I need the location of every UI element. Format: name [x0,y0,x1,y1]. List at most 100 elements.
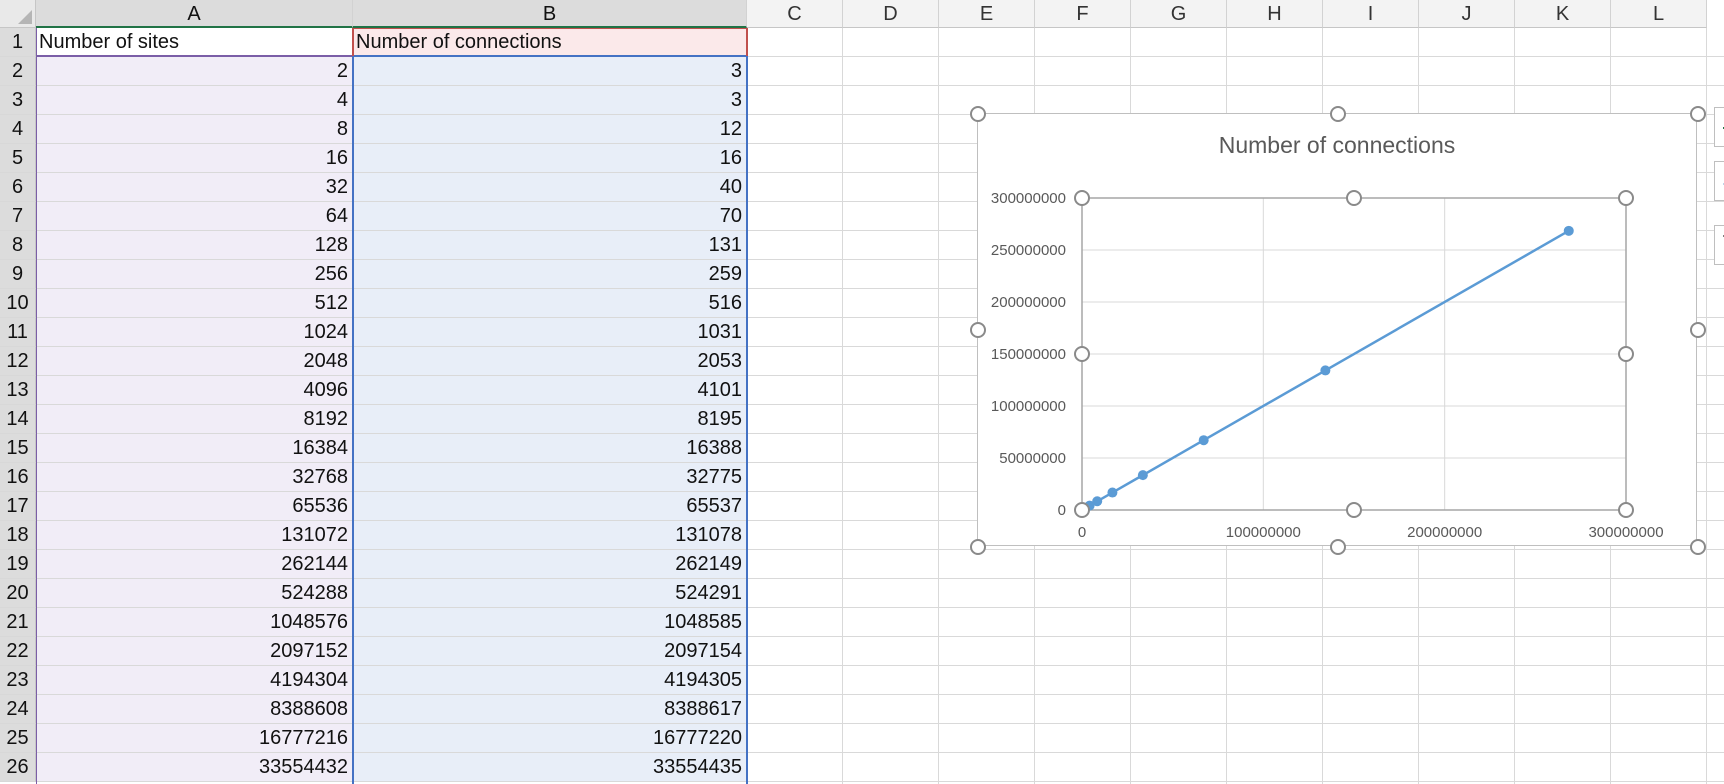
cell-b24[interactable]: 8388617 [353,695,746,724]
cell-a2[interactable]: 2 [36,57,353,86]
cell-a26[interactable]: 33554432 [36,753,353,782]
row-header-23[interactable]: 23 [0,666,36,695]
row-header-22[interactable]: 22 [0,637,36,666]
cell-a7[interactable]: 64 [36,202,353,231]
cell-b16[interactable]: 32775 [353,463,746,492]
row-header-3[interactable]: 3 [0,86,36,115]
row-header-12[interactable]: 12 [0,347,36,376]
row-header-14[interactable]: 14 [0,405,36,434]
row-header-4[interactable]: 4 [0,115,36,144]
row-header-21[interactable]: 21 [0,608,36,637]
cell-b4[interactable]: 12 [353,115,746,144]
cell-b25[interactable]: 16777220 [353,724,746,753]
cell-a22[interactable]: 2097152 [36,637,353,666]
row-header-24[interactable]: 24 [0,695,36,724]
column-header-k[interactable]: K [1515,0,1611,28]
cell-a5[interactable]: 16 [36,144,353,173]
row-header-10[interactable]: 10 [0,289,36,318]
cell-a4[interactable]: 8 [36,115,353,144]
column-header-e[interactable]: E [939,0,1035,28]
column-header-g[interactable]: G [1131,0,1227,28]
cell-b6[interactable]: 40 [353,173,746,202]
row-header-26[interactable]: 26 [0,753,36,782]
series-point [1137,470,1148,481]
select-all-corner[interactable] [0,0,36,28]
row-header-20[interactable]: 20 [0,579,36,608]
row-header-16[interactable]: 16 [0,463,36,492]
column-header-a[interactable]: A [36,0,353,28]
cell-a14[interactable]: 8192 [36,405,353,434]
cell-b3[interactable]: 3 [353,86,746,115]
cell-a12[interactable]: 2048 [36,347,353,376]
row-header-2[interactable]: 2 [0,57,36,86]
cell-b5[interactable]: 16 [353,144,746,173]
cell-a1[interactable]: Number of sites [36,28,353,57]
row-header-19[interactable]: 19 [0,550,36,579]
row-header-15[interactable]: 15 [0,434,36,463]
cell-a23[interactable]: 4194304 [36,666,353,695]
column-header-b[interactable]: B [353,0,747,28]
column-header-c[interactable]: C [747,0,843,28]
cell-a3[interactable]: 4 [36,86,353,115]
cell-a9[interactable]: 256 [36,260,353,289]
cell-b20[interactable]: 524291 [353,579,746,608]
cell-a21[interactable]: 1048576 [36,608,353,637]
cell-a6[interactable]: 32 [36,173,353,202]
chart[interactable]: Number of connections 0 50000000 100000000… [970,106,1706,555]
cell-b2[interactable]: 3 [353,57,746,86]
cell-b21[interactable]: 1048585 [353,608,746,637]
chart-title[interactable]: Number of connections [1218,132,1456,158]
cell-b13[interactable]: 4101 [353,376,746,405]
cell-b17[interactable]: 65537 [353,492,746,521]
cell-a13[interactable]: 4096 [36,376,353,405]
row-header-8[interactable]: 8 [0,231,36,260]
cell-a19[interactable]: 262144 [36,550,353,579]
row-header-1[interactable]: 1 [0,28,36,57]
cell-a25[interactable]: 16777216 [36,724,353,753]
cell-b18[interactable]: 131078 [353,521,746,550]
column-header-f[interactable]: F [1035,0,1131,28]
cell-b8[interactable]: 131 [353,231,746,260]
cell-a18[interactable]: 131072 [36,521,353,550]
cell-a15[interactable]: 16384 [36,434,353,463]
cell-a24[interactable]: 8388608 [36,695,353,724]
cell-b10[interactable]: 516 [353,289,746,318]
column-header-d[interactable]: D [843,0,939,28]
gridline-horizontal [36,694,1724,695]
row-header-18[interactable]: 18 [0,521,36,550]
cell-b15[interactable]: 16388 [353,434,746,463]
column-header-l[interactable]: L [1611,0,1707,28]
cell-a16[interactable]: 32768 [36,463,353,492]
row-header-9[interactable]: 9 [0,260,36,289]
cell-a11[interactable]: 1024 [36,318,353,347]
chart-elements-button[interactable] [1714,107,1724,147]
cell-a8[interactable]: 128 [36,231,353,260]
row-header-6[interactable]: 6 [0,173,36,202]
row-header-25[interactable]: 25 [0,724,36,753]
cell-a20[interactable]: 524288 [36,579,353,608]
column-header-j[interactable]: J [1419,0,1515,28]
cell-b9[interactable]: 259 [353,260,746,289]
chart-styles-button[interactable] [1714,161,1724,201]
row-header-13[interactable]: 13 [0,376,36,405]
row-header-7[interactable]: 7 [0,202,36,231]
cell-b11[interactable]: 1031 [353,318,746,347]
cell-b19[interactable]: 262149 [353,550,746,579]
cell-b14[interactable]: 8195 [353,405,746,434]
cell-b12[interactable]: 2053 [353,347,746,376]
cell-a17[interactable]: 65536 [36,492,353,521]
row-header-11[interactable]: 11 [0,318,36,347]
chart-filters-button[interactable] [1714,225,1724,265]
cell-b7[interactable]: 70 [353,202,746,231]
cell-b1[interactable]: Number of connections [353,28,746,57]
column-header-h[interactable]: H [1227,0,1323,28]
cell-b26[interactable]: 33554435 [353,753,746,782]
cell-b23[interactable]: 4194305 [353,666,746,695]
cell-a10[interactable]: 512 [36,289,353,318]
row-header-17[interactable]: 17 [0,492,36,521]
row-header-5[interactable]: 5 [0,144,36,173]
column-header-i[interactable]: I [1323,0,1419,28]
gridline-vertical [842,28,843,784]
cell-b22[interactable]: 2097154 [353,637,746,666]
